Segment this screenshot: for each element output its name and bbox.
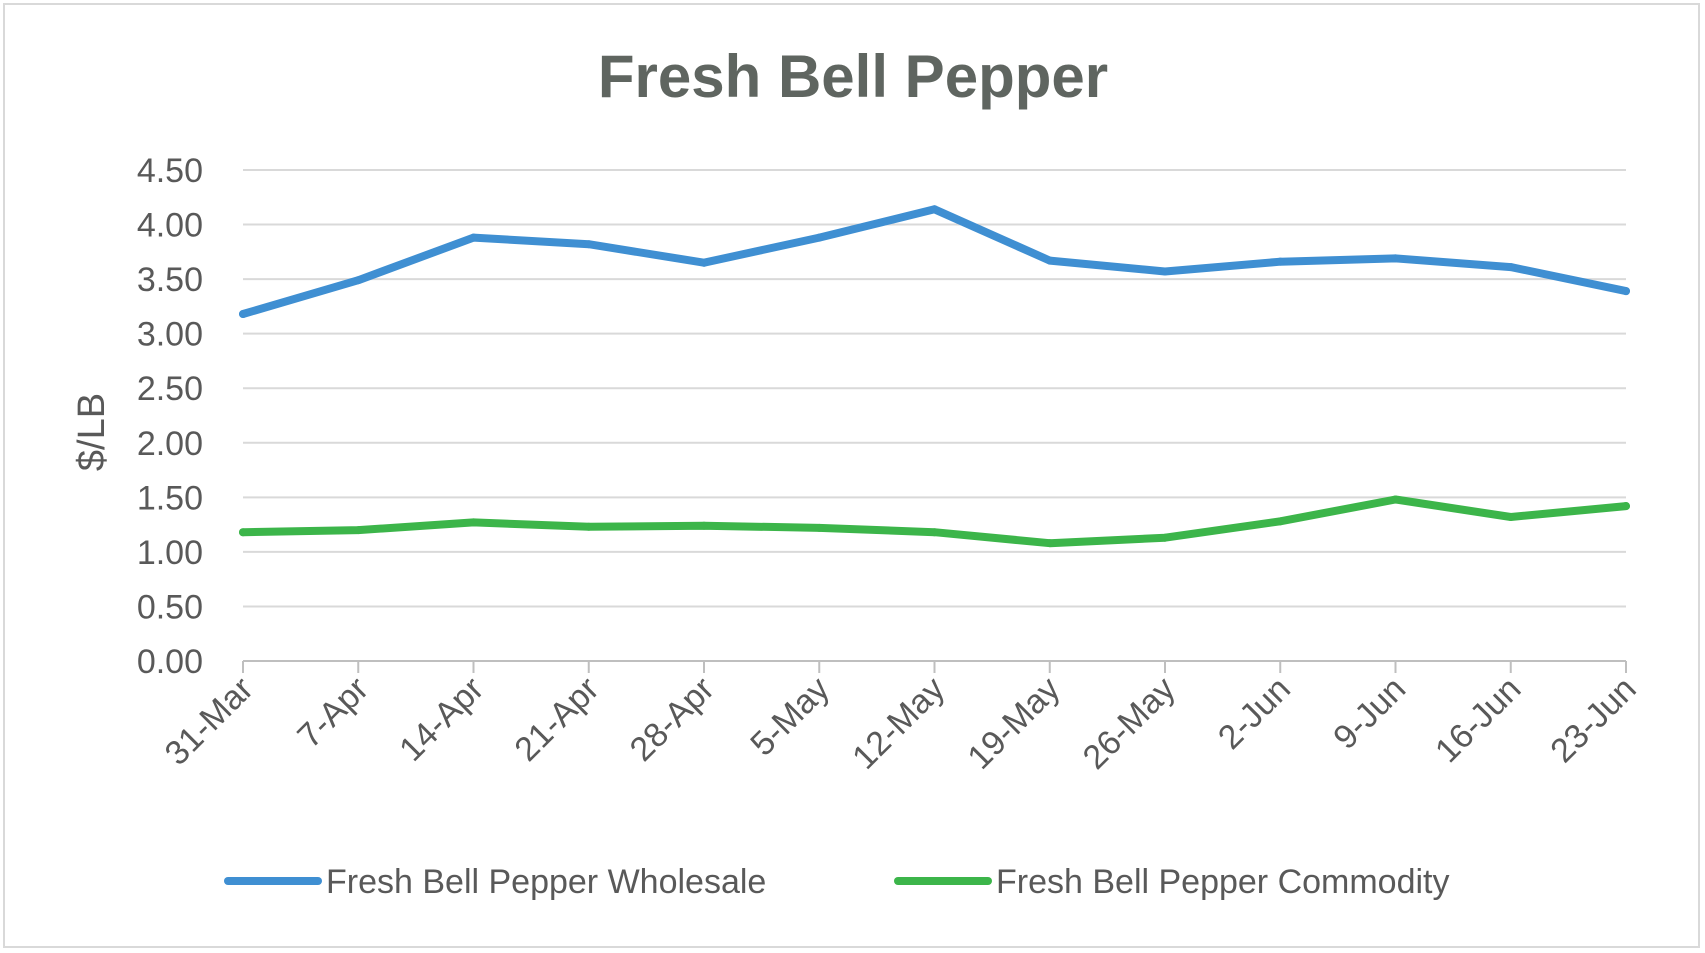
x-tick-label: 9-Jun <box>1326 670 1413 757</box>
y-tick-label: 4.50 <box>137 152 203 190</box>
data-point <box>1391 495 1400 504</box>
x-tick-label: 21-Apr <box>507 670 606 769</box>
y-tick-label: 1.50 <box>137 479 203 517</box>
data-point <box>1622 287 1630 296</box>
data-point <box>1391 254 1400 263</box>
data-point <box>354 276 363 285</box>
data-point <box>1276 257 1285 266</box>
y-tick-label: 2.00 <box>137 425 203 463</box>
y-tick-label: 1.00 <box>137 534 203 572</box>
data-point <box>469 518 478 527</box>
data-point <box>930 528 939 537</box>
y-axis-tick-labels: 0.00 0.50 1.00 1.50 2.00 2.50 3.00 3.50 4.00 4.50 <box>137 152 203 681</box>
data-point <box>239 310 247 319</box>
x-axis <box>242 660 1627 673</box>
data-point <box>1161 267 1169 276</box>
data-point <box>239 528 247 537</box>
data-point <box>1045 256 1054 265</box>
series-line-commodity <box>239 495 1630 548</box>
legend: Fresh Bell Pepper Wholesale Fresh Bell Pe… <box>224 863 1450 901</box>
data-point <box>1622 502 1630 511</box>
data-point <box>584 522 593 531</box>
x-tick-label: 28-Apr <box>623 670 722 769</box>
x-tick-label: 12-May <box>845 670 952 777</box>
x-tick-label: 7-Apr <box>290 670 376 756</box>
x-tick-label: 19-May <box>960 670 1067 777</box>
data-point <box>815 523 824 532</box>
legend-label: Fresh Bell Pepper Commodity <box>996 863 1450 901</box>
y-axis-label: $/LB <box>71 393 113 471</box>
legend-label: Fresh Bell Pepper Wholesale <box>326 863 766 901</box>
y-tick-label: 2.50 <box>137 370 203 408</box>
data-point <box>700 521 708 530</box>
data-point <box>469 233 478 242</box>
data-point <box>1506 512 1515 521</box>
x-tick-label: 5-May <box>743 670 837 764</box>
chart-frame <box>3 3 1700 948</box>
x-tick-label: 16-Jun <box>1428 670 1528 770</box>
y-tick-label: 3.00 <box>137 316 203 354</box>
chart-title: Fresh Bell Pepper <box>598 43 1108 110</box>
x-tick-label: 14-Apr <box>392 670 491 769</box>
data-point <box>815 233 824 242</box>
data-point <box>354 526 363 535</box>
data-point <box>1276 517 1285 526</box>
data-point <box>930 205 939 214</box>
data-point <box>1506 263 1515 272</box>
y-tick-label: 0.00 <box>137 643 203 681</box>
y-tick-label: 0.50 <box>137 588 203 626</box>
data-point <box>700 258 708 267</box>
x-axis-tick-labels: 31-Mar 7-Apr 14-Apr 21-Apr 28-Apr 5-May 12-May… <box>158 670 1644 777</box>
y-tick-label: 4.00 <box>137 207 203 245</box>
x-tick-label: 2-Jun <box>1211 670 1298 757</box>
x-tick-label: 23-Jun <box>1543 670 1643 770</box>
x-tick-label: 26-May <box>1076 670 1183 777</box>
data-point <box>1045 539 1054 548</box>
y-tick-label: 3.50 <box>137 261 203 299</box>
series-lines <box>239 205 1630 548</box>
x-tick-label: 31-Mar <box>158 670 261 773</box>
data-point <box>584 240 593 249</box>
data-point <box>1161 533 1169 542</box>
